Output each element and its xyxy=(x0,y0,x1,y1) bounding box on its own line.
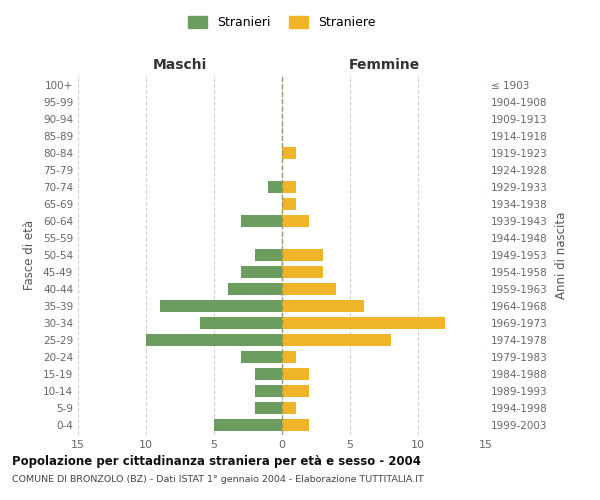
Y-axis label: Fasce di età: Fasce di età xyxy=(23,220,36,290)
Bar xyxy=(214,418,282,431)
Y-axis label: Anni di nascita: Anni di nascita xyxy=(554,212,568,298)
Bar xyxy=(282,418,309,431)
Bar xyxy=(227,283,282,295)
Bar xyxy=(282,368,309,380)
Bar xyxy=(241,266,282,278)
Bar xyxy=(282,334,391,346)
Bar xyxy=(282,215,309,227)
Bar xyxy=(282,402,296,414)
Bar xyxy=(241,351,282,363)
Bar xyxy=(282,181,296,193)
Bar xyxy=(255,368,282,380)
Bar xyxy=(255,249,282,261)
Text: COMUNE DI BRONZOLO (BZ) - Dati ISTAT 1° gennaio 2004 - Elaborazione TUTTITALIA.I: COMUNE DI BRONZOLO (BZ) - Dati ISTAT 1° … xyxy=(12,475,424,484)
Bar xyxy=(282,249,323,261)
Bar xyxy=(282,198,296,210)
Bar xyxy=(282,384,309,397)
Bar xyxy=(160,300,282,312)
Bar xyxy=(282,351,296,363)
Bar xyxy=(255,384,282,397)
Bar xyxy=(282,266,323,278)
Text: Maschi: Maschi xyxy=(153,58,207,72)
Bar xyxy=(282,283,337,295)
Bar xyxy=(282,300,364,312)
Text: Femmine: Femmine xyxy=(349,58,419,72)
Bar xyxy=(200,317,282,329)
Bar xyxy=(282,147,296,159)
Bar xyxy=(146,334,282,346)
Bar xyxy=(241,215,282,227)
Text: Popolazione per cittadinanza straniera per età e sesso - 2004: Popolazione per cittadinanza straniera p… xyxy=(12,455,421,468)
Legend: Stranieri, Straniere: Stranieri, Straniere xyxy=(184,11,380,34)
Bar xyxy=(268,181,282,193)
Bar xyxy=(255,402,282,414)
Bar xyxy=(282,317,445,329)
